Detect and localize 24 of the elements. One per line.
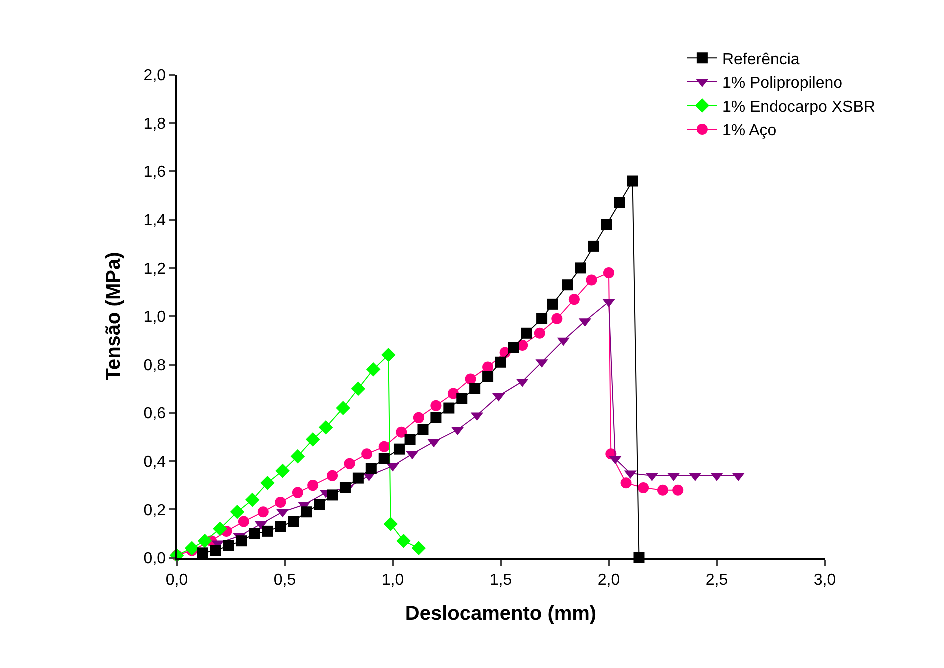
y-tick-label: 0,6 (144, 406, 166, 423)
legend-label: 1% Polipropileno (722, 75, 843, 92)
y-tick-label: 0,0 (144, 550, 166, 568)
y-tick-label: 1,8 (144, 116, 166, 133)
x-tick-label: 1,0 (382, 572, 404, 589)
y-tick-label: 1,0 (144, 309, 166, 326)
x-tick-label: 1,5 (490, 572, 512, 589)
legend-label: 1% Endocarpo XSBR (722, 98, 876, 116)
x-tick-label: 3,0 (814, 572, 836, 589)
y-tick-label: 0,2 (144, 502, 166, 520)
x-tick-label: 2,0 (598, 572, 620, 589)
y-tick-label: 1,2 (144, 260, 166, 278)
legend-label: 1% Aço (722, 122, 777, 140)
y-tick-label: 0,4 (144, 454, 166, 471)
y-tick-label: 1,4 (144, 212, 166, 230)
x-tick-label: 0,5 (274, 572, 296, 589)
x-tick-label: 0,0 (166, 572, 188, 589)
x-tick-label: 2,5 (706, 572, 728, 589)
y-tick-label: 1,6 (144, 164, 166, 182)
x-axis-title: Deslocamento (mm) (405, 602, 597, 625)
y-axis-title: Tensão (MPa) (102, 252, 125, 381)
y-tick-label: 2,0 (144, 68, 166, 85)
y-tick-label: 0,8 (144, 357, 166, 374)
legend-label: Referência (722, 51, 800, 68)
